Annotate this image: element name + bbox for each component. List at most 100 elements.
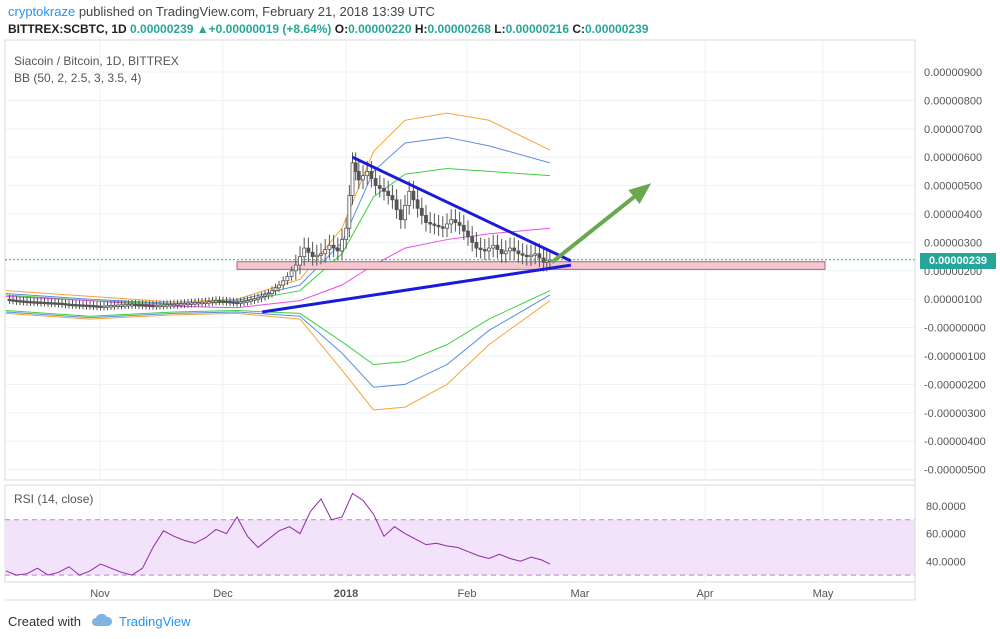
candle-body: [529, 254, 533, 258]
candle-body: [11, 299, 15, 302]
open-label: O:: [334, 22, 349, 36]
candle-body: [398, 209, 403, 221]
candle-body: [361, 175, 365, 181]
candle-body: [319, 253, 323, 256]
y-tick-label: 0.00000300: [924, 237, 982, 249]
candle-body: [81, 304, 85, 307]
candle-body: [273, 287, 278, 292]
candle-body: [263, 294, 267, 297]
candle-body: [28, 301, 33, 304]
candle-body: [63, 303, 68, 306]
lower-trendline: [261, 263, 572, 314]
candle-body: [344, 227, 349, 240]
candle-body: [436, 224, 441, 228]
y-tick-label: -0.00000500: [924, 465, 986, 477]
candle-body: [196, 302, 201, 305]
candle-body: [161, 304, 166, 307]
projection-arrow-head: [628, 183, 652, 205]
candle-body: [165, 304, 169, 307]
candle-body: [390, 195, 395, 201]
rsi-band: [5, 519, 915, 576]
candle-body: [49, 302, 54, 305]
candle-body: [109, 305, 113, 308]
candle-body: [200, 301, 204, 305]
x-tick-label: Nov: [90, 588, 110, 600]
candle-body: [482, 249, 487, 252]
candle-body: [419, 207, 424, 216]
symbol-label: BITTREX:SCBTC, 1D: [8, 22, 127, 36]
close-label: C:: [572, 22, 586, 36]
candle-body: [411, 190, 416, 201]
candle-body: [130, 303, 134, 307]
low-value: 0.00000216: [505, 22, 570, 36]
high-label: H:: [414, 22, 428, 36]
y-tick-label: -0.00000000: [924, 323, 986, 335]
candle-body: [46, 302, 50, 305]
candle-body: [314, 254, 319, 258]
candle-body: [207, 301, 211, 304]
candle-body: [140, 304, 145, 307]
author-link[interactable]: cryptokraze: [8, 4, 76, 19]
candle-body: [445, 223, 449, 229]
candle-body: [242, 300, 246, 304]
candle-body: [67, 303, 71, 306]
candle-body: [424, 215, 428, 223]
candle-body: [285, 276, 290, 282]
candle-body: [25, 300, 29, 304]
y-tick-label: 0.00000100: [924, 294, 982, 306]
candle-body: [277, 284, 281, 289]
candle-body: [228, 301, 232, 304]
rsi-tick-label: 80.0000: [926, 501, 966, 513]
rsi-label: RSI (14, close): [14, 492, 94, 506]
candle-body: [189, 302, 194, 305]
y-tick-label: -0.00000100: [924, 351, 986, 363]
bollinger-green-lower: [5, 290, 551, 366]
x-tick-label: Apr: [696, 588, 713, 600]
y-tick-label: 0.00000400: [924, 209, 982, 221]
tradingview-logo-icon: [91, 613, 113, 630]
candle-body: [39, 301, 43, 304]
candle-body: [74, 304, 78, 307]
candle-body: [56, 302, 61, 305]
candle-body: [537, 253, 542, 259]
candle-body: [210, 300, 215, 303]
candle-body: [310, 251, 315, 257]
candle-body: [340, 239, 344, 252]
candle-body: [137, 304, 141, 307]
candle-body: [235, 301, 239, 305]
indicator-label: BB (50, 2, 2.5, 3, 3.5, 4): [14, 71, 142, 85]
candle-body: [270, 290, 274, 294]
y-tick-label: 0.00000700: [924, 124, 982, 136]
candle-body: [466, 230, 470, 238]
candle-body: [88, 304, 92, 308]
candle-body: [259, 295, 264, 299]
candle-body: [403, 205, 407, 221]
candle-body: [123, 304, 127, 307]
candle-body: [32, 301, 36, 304]
high-value: 0.00000268: [427, 22, 491, 36]
candle-body: [356, 170, 361, 181]
bollinger-blue-upper: [5, 136, 551, 304]
candle-body: [306, 247, 311, 253]
rsi-line: [5, 492, 551, 576]
candle-body: [407, 190, 412, 206]
candle-body: [373, 178, 378, 186]
candle-body: [478, 247, 483, 250]
y-tick-label: 0.00000900: [924, 67, 982, 79]
close-value: 0.00000239: [585, 22, 649, 36]
candle-body: [428, 222, 433, 225]
candle-body: [350, 162, 355, 196]
candle-body: [35, 301, 40, 304]
bollinger-blue-lower: [5, 294, 551, 388]
up-arrow-icon: ▲: [196, 22, 209, 36]
candle-body: [520, 253, 525, 256]
candle-body: [252, 298, 257, 301]
y-tick-label: -0.00000400: [924, 436, 986, 448]
candle-body: [266, 293, 271, 296]
candle-body: [377, 185, 382, 189]
tradingview-brand-link[interactable]: TradingView: [118, 614, 191, 629]
candle-body: [179, 303, 183, 306]
x-tick-label: 2018: [334, 588, 358, 600]
candle-body: [245, 300, 250, 303]
